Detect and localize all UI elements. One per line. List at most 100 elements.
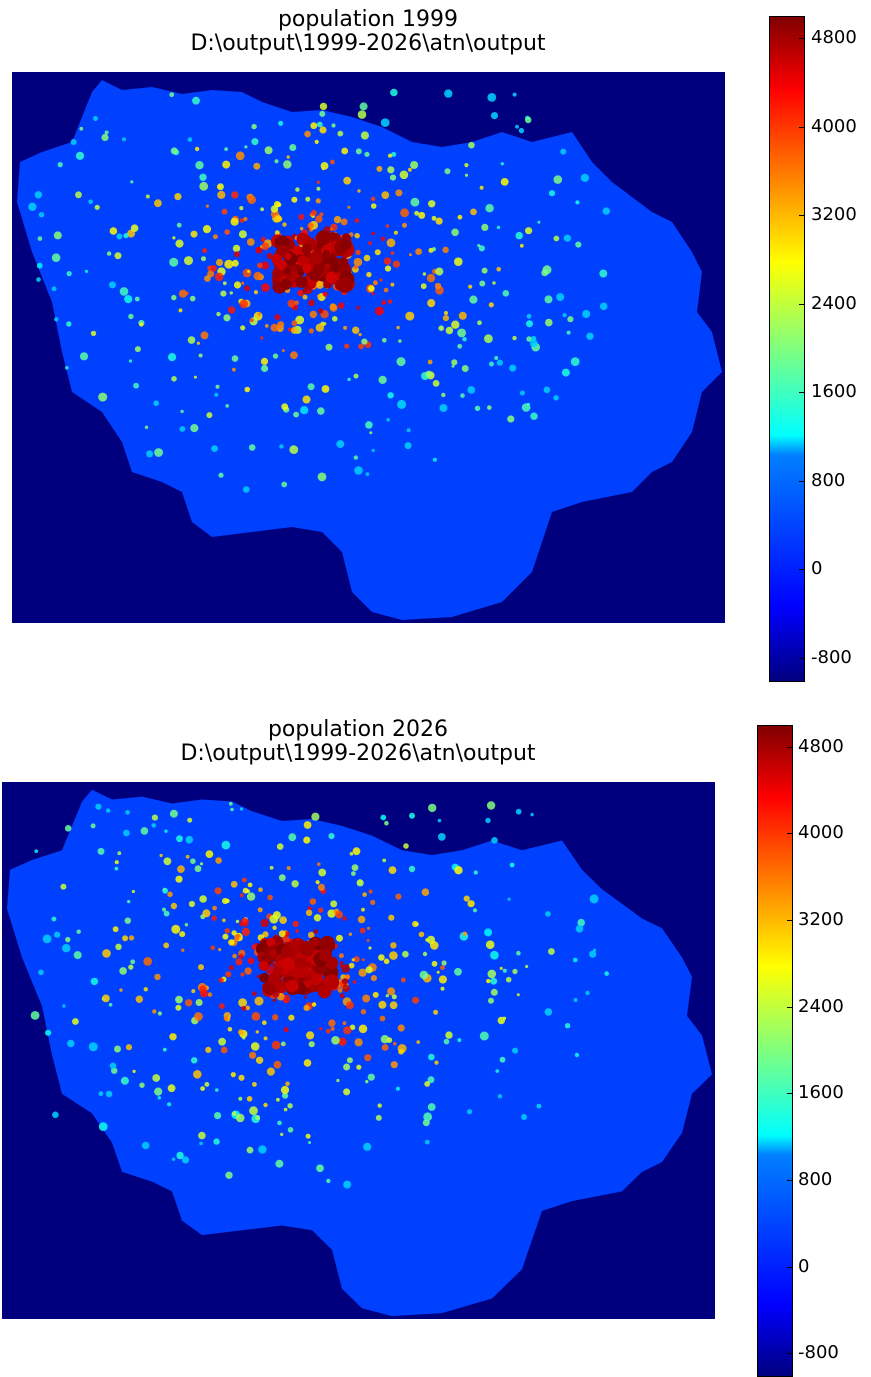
hotspot-point [499,1056,506,1063]
hotspot-point [428,803,437,813]
hotspot-point [487,969,497,979]
hotspot-point [388,914,395,921]
hotspot-point [151,823,156,828]
hotspot-point [428,200,436,208]
hotspot-point [380,236,386,242]
hotspot-point [36,277,41,282]
hotspot-point [374,249,381,256]
hotspot-point [90,823,96,829]
hotspot-point [238,936,243,941]
hotspot-point [176,835,183,843]
hotspot-point [440,965,445,971]
hotspot-point [178,289,188,298]
hotspot-point [328,833,335,840]
hotspot-point [303,821,312,829]
hotspot-point [222,281,227,286]
hotspot-point [444,311,448,315]
hotspot-point [171,1157,176,1161]
hotspot-point [292,920,299,928]
hotspot-point [379,278,383,282]
hotspot-point [437,818,442,823]
hotspot-point [245,1005,251,1011]
hotspot-point [351,864,359,871]
hotspot-point [502,1016,507,1020]
hotspot-point [330,1026,335,1031]
hotspot-point [379,1015,386,1022]
hotspot-point [599,269,608,278]
hotspot-point [329,227,334,231]
hotspot-point [431,960,438,967]
hotspot-point [280,1085,290,1095]
hotspot-point [329,304,338,312]
hotspot-point [190,858,196,864]
hotspot-point [105,1090,113,1098]
hotspot-point [472,908,478,913]
hotspot-point [364,1054,372,1062]
hotspot-point [467,1109,473,1115]
hotspot-point [93,116,98,121]
hotspot-point [79,352,89,361]
hotspot-point [195,999,203,1006]
hotspot-point [302,288,308,295]
hotspot-point [279,916,287,924]
hotspot-point [191,1057,198,1064]
hotspot-point [90,330,97,337]
hotspot-point [308,1141,311,1145]
hotspot-point [282,1092,289,1099]
hotspot-point [98,392,108,402]
hotspot-point [589,950,597,958]
hotspot-point [341,978,349,985]
hotspot-point [349,852,354,856]
hotspot-point [30,1011,40,1020]
hotspot-point [395,893,402,900]
hotspot-point [284,931,290,937]
hotspot-point [241,927,250,936]
hotspot-point [387,153,393,158]
hotspot-point [432,380,440,387]
hotspot-point [469,295,478,304]
hotspot-point [303,1004,310,1011]
colorbar-tick-label: 2400 [798,995,844,1017]
hotspot-point [481,267,488,274]
hotspot-point [381,300,387,306]
hotspot-point [271,1040,281,1050]
hotspot-point [544,1008,553,1016]
hotspot-point [304,130,311,138]
hotspot-point [170,902,178,910]
hotspot-point [157,1096,161,1100]
hotspot-point [432,457,437,462]
hotspot-point [247,195,256,204]
hotspot-point [232,953,237,959]
hotspot-point [65,936,71,943]
hotspot-point [357,915,366,924]
hotspot-point [353,373,359,379]
hotspot-point [570,357,580,366]
hotspot-point [159,853,163,858]
hotspot-point [223,1016,229,1021]
hotspot-point [185,835,194,844]
hotspot-point [250,1042,260,1051]
hotspot-point [106,808,111,813]
hotspot-point [304,995,308,999]
hotspot-point [299,941,315,957]
hotspot-point [291,320,298,327]
hotspot-point [215,857,222,864]
hotspot-point [64,825,72,832]
hotspot-point [393,1041,397,1046]
hotspot-point [198,353,203,358]
hotspot-point [412,920,419,928]
hotspot-point [171,294,177,301]
hotspot-point [337,987,343,993]
hotspot-point [254,996,264,1006]
hotspot-point [438,325,445,331]
hotspot-point [289,144,297,151]
hotspot-point [215,1088,219,1092]
hotspot-point [427,359,433,365]
hotspot-point [509,364,517,372]
hotspot-point [479,1031,489,1041]
hotspot-point [337,257,349,268]
hotspot-point [548,190,556,197]
hotspot-point [290,351,298,360]
hotspot-point [104,130,109,135]
hotspot-point [255,246,263,254]
